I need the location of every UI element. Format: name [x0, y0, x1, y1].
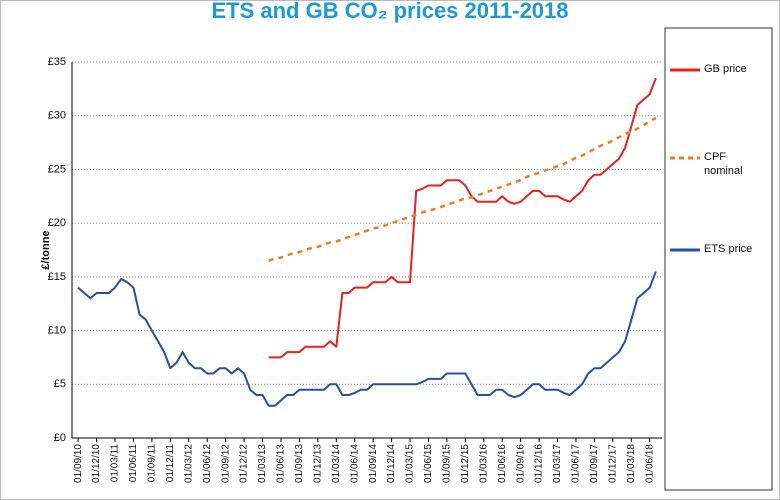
x-tick-label: 01/06/14 [349, 444, 360, 483]
x-tick-label: 01/12/11 [165, 444, 176, 483]
x-tick-label: 01/12/13 [312, 444, 323, 483]
x-tick-label: 01/03/13 [257, 444, 268, 483]
y-tick-label: £25 [48, 163, 66, 175]
x-tick-label: 01/09/14 [368, 444, 379, 483]
x-tick-label: 01/09/15 [442, 444, 453, 483]
y-tick-label: £30 [48, 110, 66, 122]
x-tick-label: 01/12/10 [91, 444, 102, 483]
legend-entry: CPF nominal [704, 151, 743, 177]
x-tick-label: 01/09/10 [73, 444, 84, 483]
legend-entry: GB price [704, 63, 747, 75]
x-tick-label: 01/03/12 [183, 444, 194, 483]
x-tick-label: 01/06/15 [423, 444, 434, 483]
y-tick-label: £15 [48, 271, 66, 283]
y-tick-label: £5 [54, 378, 66, 390]
x-tick-label: 01/03/11 [110, 444, 121, 483]
x-tick-label: 01/09/17 [589, 444, 600, 483]
legend-box [664, 27, 773, 491]
x-tick-label: 01/03/17 [552, 444, 563, 483]
x-tick-label: 01/06/11 [128, 444, 139, 483]
x-tick-label: 01/12/15 [460, 444, 471, 483]
x-tick-label: 01/12/14 [386, 444, 397, 483]
series-line [268, 116, 657, 262]
legend-label: GB price [704, 63, 747, 75]
x-tick-label: 01/12/12 [239, 444, 250, 483]
series-line [268, 77, 657, 359]
chart-title: ETS and GB CO₂ prices 2011-2018 [211, 0, 568, 23]
x-tick-label: 01/09/11 [147, 444, 158, 483]
x-tick-label: 01/12/17 [607, 444, 618, 483]
x-tick-label: 01/12/16 [534, 444, 545, 483]
x-tick-label: 01/06/17 [571, 444, 582, 483]
x-tick-label: 01/09/13 [294, 444, 305, 483]
x-tick-label: 01/03/16 [478, 444, 489, 483]
x-tick-label: 01/06/12 [202, 444, 213, 483]
y-tick-label: £0 [54, 432, 66, 444]
x-tick-label: 01/06/18 [644, 444, 655, 483]
x-tick-label: 01/03/15 [405, 444, 416, 483]
series-line [77, 271, 657, 407]
y-axis-label: £/tonne [40, 230, 52, 269]
x-tick-label: 01/09/12 [220, 444, 231, 483]
x-tick-label: 01/03/14 [331, 444, 342, 483]
legend-entry: ETS price [704, 243, 753, 255]
x-tick-label: 01/06/13 [276, 444, 287, 483]
x-tick-label: 01/09/16 [515, 444, 526, 483]
legend-label: CPF nominal [704, 151, 743, 177]
y-tick-label: £10 [48, 324, 66, 336]
x-tick-label: 01/03/18 [626, 444, 637, 483]
legend-label: ETS price [704, 243, 753, 255]
y-tick-label: £35 [48, 56, 66, 68]
y-tick-label: £20 [48, 217, 66, 229]
x-tick-label: 01/06/16 [497, 444, 508, 483]
